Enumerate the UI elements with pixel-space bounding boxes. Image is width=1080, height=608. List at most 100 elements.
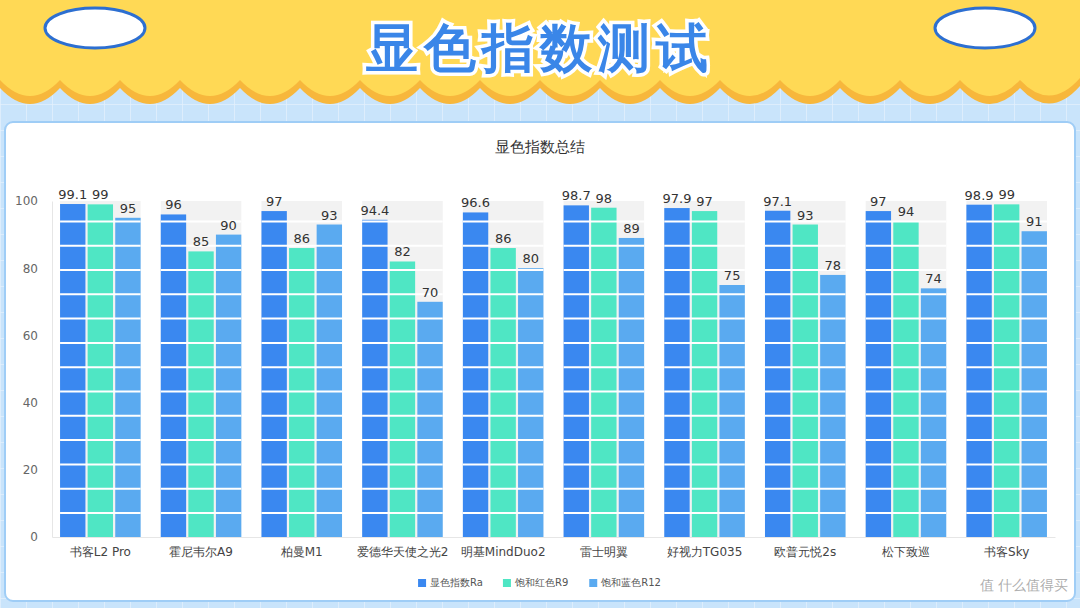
bar-stripe (463, 415, 544, 417)
bar (719, 285, 744, 537)
bar (564, 205, 589, 537)
bar-stripe (60, 318, 141, 320)
bar-stripe (261, 415, 342, 417)
x-tick-label: 书客Sky (984, 545, 1029, 559)
bar-stripe (261, 318, 342, 320)
bar-stripe (765, 366, 846, 368)
bar-stripe (966, 488, 1047, 490)
category-background (866, 201, 947, 537)
legend-label: 显色指数Ra (430, 577, 483, 588)
data-label: 97 (870, 194, 887, 209)
bar-stripe (463, 366, 544, 368)
data-label: 94 (898, 204, 915, 219)
bar-stripe (564, 293, 645, 295)
bar-stripe (866, 366, 947, 368)
data-label: 86 (495, 231, 512, 246)
bar-stripe (664, 220, 745, 222)
bar-stripe (60, 342, 141, 344)
bar-stripe (765, 512, 846, 514)
bar-stripe (463, 220, 544, 222)
category-background (463, 201, 544, 537)
y-tick-label: 40 (23, 396, 38, 410)
bar-stripe (261, 269, 342, 271)
bar-stripe (866, 245, 947, 247)
legend: 显色指数Ra饱和红色R9饱和蓝色R12 (418, 577, 661, 588)
x-tick-label: 雷士明翼 (580, 545, 628, 559)
bar-stripe (261, 512, 342, 514)
bar-stripe (463, 512, 544, 514)
x-tick: 霍尼韦尔A9 (169, 537, 233, 559)
watermark: 值 什么值得买 (980, 577, 1068, 593)
bar-stripe (564, 439, 645, 441)
y-tick-label: 60 (23, 329, 38, 343)
header: 显色指数测试 (0, 0, 1080, 104)
bar-stripe (564, 391, 645, 393)
bar-stripe (564, 245, 645, 247)
bar-stripe (966, 391, 1047, 393)
bar-stripe (261, 439, 342, 441)
bar-stripe (966, 318, 1047, 320)
header-decoration (45, 8, 145, 48)
bar-stripe (765, 391, 846, 393)
data-label: 95 (120, 201, 137, 216)
bar-stripe (60, 439, 141, 441)
bar-stripe (866, 293, 947, 295)
bar-stripe (463, 342, 544, 344)
data-label: 94.4 (360, 203, 389, 218)
bar-stripe (362, 269, 443, 271)
bar-stripe (261, 488, 342, 490)
bar (664, 208, 689, 537)
bar-stripe (564, 415, 645, 417)
bar-stripe (966, 269, 1047, 271)
bar-stripe (463, 463, 544, 465)
data-label: 75 (724, 268, 741, 283)
y-axis-line (52, 202, 53, 538)
data-label: 80 (522, 251, 539, 266)
bar-stripe (664, 391, 745, 393)
bar-stripe (765, 342, 846, 344)
bar-stripe (765, 488, 846, 490)
x-tick: 好视力TG035 (667, 537, 743, 559)
x-tick-label: 欧普元悦2s (774, 545, 836, 559)
bar-stripe (362, 342, 443, 344)
bar-stripe (866, 220, 947, 222)
x-axis: 书客L2 Pro霍尼韦尔A9柏曼M1爱德华天使之光2明基MindDuo2雷士明翼… (53, 537, 1056, 559)
data-label: 90 (220, 218, 237, 233)
data-label: 74 (925, 271, 942, 286)
bar-stripe (664, 245, 745, 247)
data-label: 96 (165, 197, 182, 212)
plot-area (60, 201, 1047, 537)
x-tick: 明基MindDuo2 (461, 537, 546, 559)
page-background (0, 0, 1080, 608)
data-label: 97 (266, 194, 283, 209)
bar-stripe (161, 391, 242, 393)
bar-stripe (664, 342, 745, 344)
series-bars (88, 204, 1020, 537)
category-background (362, 201, 443, 537)
series-bars (115, 218, 1047, 537)
bar-stripe (463, 293, 544, 295)
bar-stripe (261, 293, 342, 295)
bar (921, 288, 946, 537)
bar-stripe (765, 318, 846, 320)
x-tick: 柏曼M1 (280, 537, 323, 559)
bar-stripe (866, 318, 947, 320)
bar (216, 235, 241, 537)
bar-stripe (664, 293, 745, 295)
y-tick-label: 100 (15, 194, 38, 208)
legend-swatch (589, 579, 597, 587)
data-label: 99 (998, 187, 1015, 202)
bar-stripe (60, 220, 141, 222)
bar-stripe (60, 293, 141, 295)
chart-title: 显色指数总结 (495, 138, 585, 156)
bar-stripe (60, 488, 141, 490)
x-tick: 书客L2 Pro (70, 537, 131, 559)
data-label: 93 (797, 208, 814, 223)
bar-stripe (161, 439, 242, 441)
bar-stripe (463, 318, 544, 320)
bar-stripe (564, 342, 645, 344)
bar-stripe (362, 366, 443, 368)
data-label: 98 (596, 191, 613, 206)
bar-stripe (765, 415, 846, 417)
bar (289, 248, 314, 537)
